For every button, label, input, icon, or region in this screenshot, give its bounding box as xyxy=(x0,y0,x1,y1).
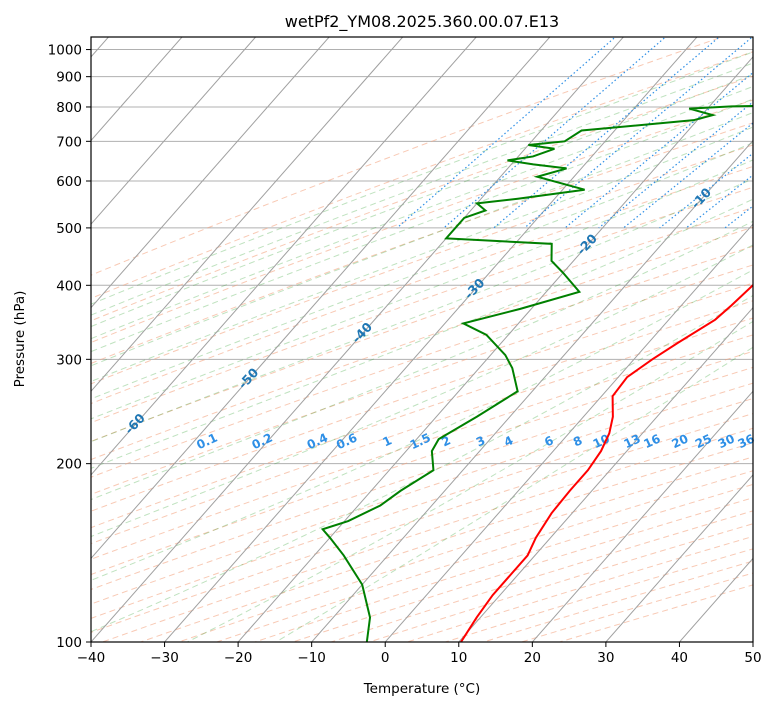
mixing-ratio-label: 20 xyxy=(669,432,690,452)
mixing-ratio-line xyxy=(564,71,753,229)
isotherm-line xyxy=(91,37,551,560)
background-lines xyxy=(91,25,775,642)
mixing-ratio-label: 30 xyxy=(716,432,737,452)
y-tick-label: 200 xyxy=(56,457,82,473)
x-tick-label: 50 xyxy=(744,650,761,666)
x-tick-label: −40 xyxy=(77,650,106,666)
y-tick-label: 500 xyxy=(56,221,82,237)
x-tick-label: 10 xyxy=(450,650,467,666)
isotherm-line xyxy=(605,474,753,642)
mixing-ratio-label: 25 xyxy=(693,432,714,452)
dry-adiabat xyxy=(91,75,753,322)
x-axis-ticks: −40 −30 −20 −10 0 10 20 30 40 50 xyxy=(77,642,762,666)
dry-adiabat xyxy=(91,382,753,605)
isotherm-line xyxy=(91,37,477,476)
y-tick-label: 1000 xyxy=(48,43,82,59)
isotherm-line xyxy=(384,223,753,642)
y-tick-label: 100 xyxy=(56,635,82,651)
isotherm-line xyxy=(678,557,753,642)
isotherm-line xyxy=(163,37,698,642)
dry-adiabat xyxy=(91,51,753,299)
y-axis-ticks: 1000 900 800 700 600 500 400 300 200 100 xyxy=(48,43,91,651)
dry-adiabat xyxy=(91,37,724,276)
moist-adiabat xyxy=(91,244,753,538)
x-tick-label: 0 xyxy=(381,650,390,666)
dry-adiabat xyxy=(91,350,753,576)
mixing-ratio-line xyxy=(754,25,775,228)
isotherm-line xyxy=(91,37,183,142)
dry-adiabat xyxy=(91,144,753,385)
dewpoint-profile xyxy=(320,104,753,642)
moist-adiabat xyxy=(91,178,753,443)
y-axis-label: Pressure (hPa) xyxy=(12,291,28,388)
mixing-ratio-line xyxy=(493,37,721,229)
y-tick-label: 600 xyxy=(56,174,82,190)
plot-background xyxy=(91,37,753,642)
y-tick-label: 700 xyxy=(56,134,82,150)
dry-adiabat xyxy=(91,186,753,424)
moist-adiabat xyxy=(91,220,753,501)
isotherm-line xyxy=(311,139,753,642)
moist-adiabat xyxy=(91,269,753,581)
isotherm-line xyxy=(531,390,753,642)
x-axis-label: Temperature (°C) xyxy=(363,681,481,697)
x-tick-label: 30 xyxy=(597,650,614,666)
y-tick-label: 800 xyxy=(56,100,82,116)
x-tick-label: −30 xyxy=(150,650,179,666)
y-tick-label: 300 xyxy=(56,352,82,368)
isotherm-line xyxy=(91,37,330,309)
mixing-ratio-line xyxy=(623,122,753,229)
chart-title: wetPf2_YM08.2025.360.00.07.E13 xyxy=(285,12,559,32)
dry-adiabat xyxy=(91,206,753,442)
mixing-ratio-label: 36 xyxy=(736,432,757,452)
profile-lines xyxy=(320,104,753,642)
isotherm-label: -70 xyxy=(8,456,35,483)
x-tick-label: 40 xyxy=(671,650,688,666)
moist-adiabat xyxy=(91,142,753,400)
mixing-ratio-line xyxy=(685,174,753,229)
isotherm-line xyxy=(458,306,753,642)
mixing-ratio-label: 16 xyxy=(641,432,662,452)
temperature-profile xyxy=(460,284,753,642)
moist-adiabat xyxy=(187,320,753,642)
x-tick-label: 20 xyxy=(524,650,541,666)
moist-adiabat xyxy=(91,51,753,305)
plot-frame xyxy=(90,36,754,643)
moist-adiabat xyxy=(91,198,753,469)
isotherm-line xyxy=(91,37,404,393)
mixing-ratio-label: 13 xyxy=(622,432,643,452)
mixing-ratio-line xyxy=(598,101,753,229)
mixing-ratio-line xyxy=(396,37,617,229)
isotherm-line xyxy=(91,37,257,225)
moist-adiabat xyxy=(91,73,753,328)
dry-adiabat xyxy=(91,282,753,512)
y-tick-label: 900 xyxy=(56,70,82,86)
isotherm-line xyxy=(91,37,625,642)
moist-adiabat xyxy=(91,294,753,633)
y-tick-label: 400 xyxy=(56,278,82,294)
dry-adiabat xyxy=(91,165,753,405)
mixing-ratio-line xyxy=(524,37,753,229)
mixing-ratio-label: 10 xyxy=(591,432,612,452)
x-tick-label: −20 xyxy=(224,650,253,666)
x-tick-label: −10 xyxy=(297,650,326,666)
